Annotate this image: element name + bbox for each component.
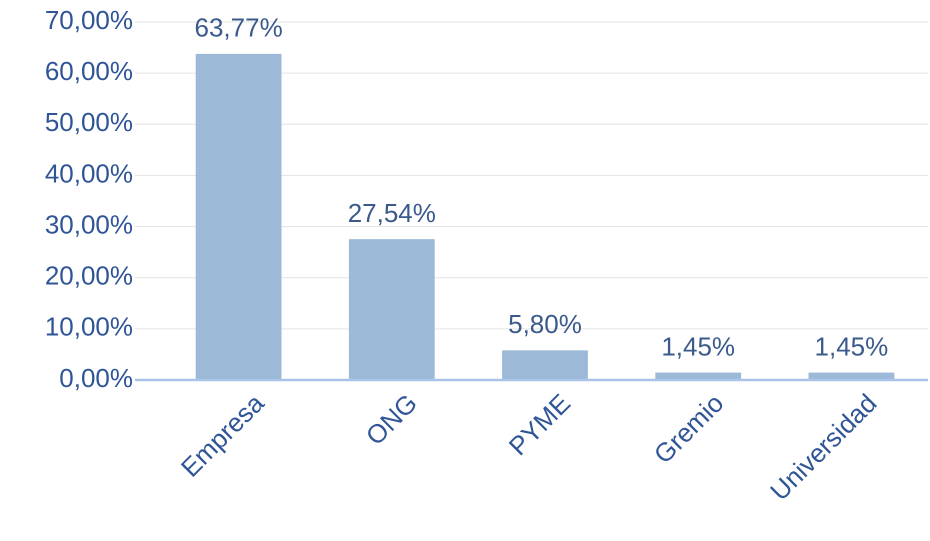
data-label: 27,54% bbox=[348, 198, 436, 228]
data-label: 63,77% bbox=[195, 13, 283, 43]
bar bbox=[348, 239, 435, 380]
x-tick-label: Gremio bbox=[648, 388, 729, 469]
x-tick-label: Universidad bbox=[764, 388, 882, 506]
y-tick-label: 0,00% bbox=[59, 363, 133, 393]
bar bbox=[655, 372, 742, 380]
data-label: 1,45% bbox=[661, 331, 735, 361]
y-tick-label: 70,00% bbox=[45, 5, 133, 35]
y-tick-label: 60,00% bbox=[45, 56, 133, 86]
x-tick-label: Empresa bbox=[175, 388, 270, 483]
y-tick-label: 40,00% bbox=[45, 158, 133, 188]
y-tick-label: 50,00% bbox=[45, 107, 133, 137]
y-tick-label: 30,00% bbox=[45, 209, 133, 239]
bar bbox=[808, 372, 895, 380]
x-tick-label: ONG bbox=[360, 388, 423, 451]
y-tick-label: 20,00% bbox=[45, 261, 133, 291]
x-tick-label: PYME bbox=[503, 388, 576, 461]
bar bbox=[502, 350, 588, 380]
data-label: 1,45% bbox=[815, 331, 889, 361]
bar bbox=[195, 53, 282, 380]
data-label: 5,80% bbox=[508, 309, 582, 339]
y-tick-label: 10,00% bbox=[45, 312, 133, 342]
